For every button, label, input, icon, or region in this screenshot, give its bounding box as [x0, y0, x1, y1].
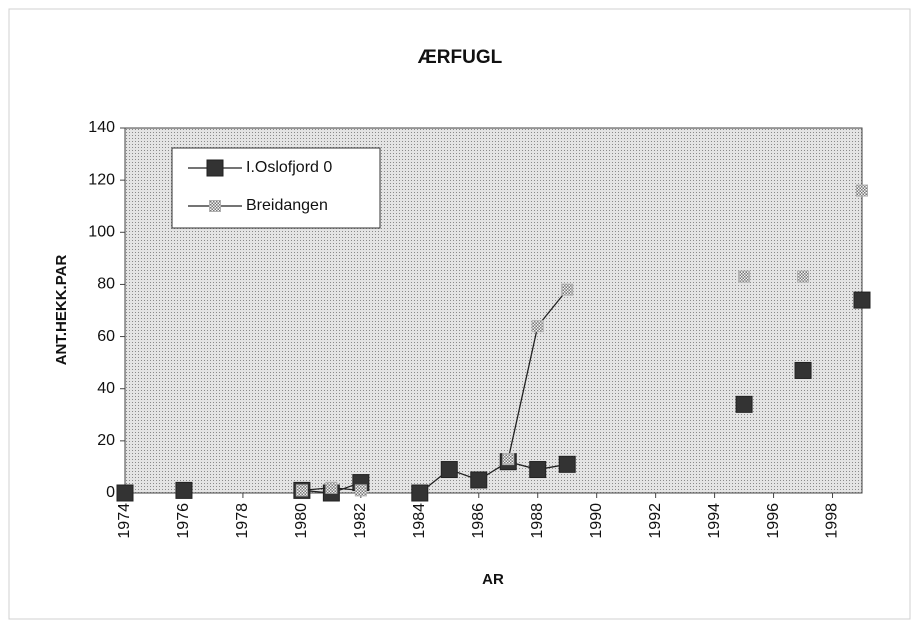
y-tick-label: 60: [97, 328, 115, 345]
x-tick-label: 1988: [529, 503, 546, 539]
y-tick-label: 100: [88, 224, 115, 241]
x-tick-label: 1998: [824, 503, 841, 539]
marker: [738, 270, 751, 283]
x-tick-label: 1980: [293, 503, 310, 539]
x-tick-label: 1996: [765, 503, 782, 539]
marker: [794, 361, 812, 379]
y-tick-label: 40: [97, 380, 115, 397]
marker: [411, 484, 429, 502]
marker: [529, 461, 547, 479]
x-tick-label: 1982: [352, 503, 369, 539]
marker: [853, 291, 871, 309]
marker: [116, 484, 134, 502]
marker: [856, 184, 868, 197]
marker: [295, 484, 308, 497]
marker: [797, 270, 810, 283]
y-tick-label: 140: [88, 119, 115, 136]
y-tick-label: 20: [97, 432, 115, 449]
x-tick-label: 1978: [234, 503, 251, 539]
marker: [558, 455, 576, 473]
x-tick-label: 1992: [647, 503, 664, 539]
x-axis-label: AR: [482, 571, 504, 588]
marker: [502, 453, 515, 466]
marker: [209, 200, 221, 212]
x-tick-label: 1986: [470, 503, 487, 539]
chart-title: ÆRFUGL: [418, 47, 503, 68]
marker: [175, 481, 193, 499]
legend-label: Breidangen: [246, 197, 328, 214]
marker: [735, 395, 753, 413]
x-tick-label: 1976: [175, 503, 192, 539]
y-axis-label: ANT.HEKK.PAR: [53, 255, 70, 366]
x-tick-label: 1974: [116, 503, 133, 539]
y-tick-label: 80: [97, 276, 115, 293]
marker: [470, 471, 488, 489]
legend-label: I.Oslofjord 0: [246, 159, 332, 176]
x-tick-label: 1990: [588, 503, 605, 539]
marker: [531, 320, 544, 333]
y-tick-label: 0: [106, 484, 115, 501]
x-tick-label: 1994: [706, 503, 723, 539]
marker: [561, 283, 574, 296]
y-tick-label: 120: [88, 171, 115, 188]
marker: [440, 461, 458, 479]
marker: [206, 159, 224, 177]
x-tick-label: 1984: [411, 503, 428, 539]
marker: [325, 481, 338, 494]
marker: [354, 484, 367, 497]
